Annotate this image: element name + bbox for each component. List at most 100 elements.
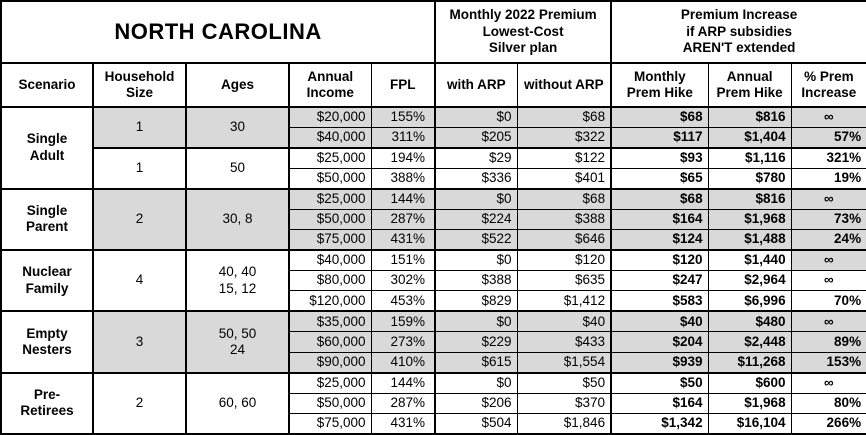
table-title-row: NORTH CAROLINA Monthly 2022 Premium Lowe… <box>0 0 866 64</box>
table-row: $50,000 287% $206 $370 $164 $1,968 80% <box>1 392 866 415</box>
fpl-cell: 155% <box>370 106 436 128</box>
annual-hike-cell: $816 <box>707 106 792 128</box>
table-row: $120,000 453% $829 $1,412 $583 $6,996 70… <box>1 290 866 312</box>
income-cell: $120,000 <box>288 290 372 312</box>
income-cell: $50,000 <box>288 208 372 231</box>
fpl-cell: 287% <box>370 392 436 415</box>
without-arp-cell: $1,412 <box>516 290 612 312</box>
with-arp-cell: $229 <box>434 331 518 353</box>
scenario-cell: Pre- Retirees <box>0 371 94 435</box>
pct-increase-cell: 266% <box>790 413 866 435</box>
col-header-without-arp: without ARP <box>516 62 612 108</box>
col-header-fpl: FPL <box>370 62 436 108</box>
fpl-cell: 388% <box>370 167 436 190</box>
pct-increase-cell: 70% <box>790 290 866 312</box>
fpl-cell: 311% <box>370 126 436 149</box>
household-size-cell: 1 <box>92 106 187 149</box>
monthly-hike-cell: $50 <box>610 371 709 394</box>
monthly-hike-cell: $68 <box>610 106 709 128</box>
premium-group-header: Monthly 2022 Premium Lowest-Cost Silver … <box>434 0 612 64</box>
income-cell: $35,000 <box>288 310 372 333</box>
ages-cell: 30, 8 <box>185 187 290 251</box>
without-arp-cell: $433 <box>516 331 612 353</box>
income-cell: $75,000 <box>288 229 372 251</box>
fpl-cell: 144% <box>370 187 436 210</box>
col-header-with-arp: with ARP <box>434 62 518 108</box>
annual-hike-cell: $2,448 <box>707 331 792 353</box>
fpl-cell: 144% <box>370 371 436 394</box>
household-size-cell: 2 <box>92 187 187 251</box>
pct-increase-cell: ∞ <box>790 371 866 394</box>
income-cell: $25,000 <box>288 371 372 394</box>
table-row: Empty Nesters 3 50, 50 24 $35,000 159% $… <box>0 310 866 374</box>
income-cell: $80,000 <box>288 269 372 292</box>
monthly-hike-cell: $164 <box>610 392 709 415</box>
household-size-cell: 4 <box>92 249 187 312</box>
table-row: Single Adult 1 30 $20,000 155% $0 $68 $6… <box>0 106 866 190</box>
fpl-cell: 287% <box>370 208 436 231</box>
col-header-annual-hike: Annual Prem Hike <box>707 62 792 108</box>
table-row: Nuclear Family 4 40, 40 15, 12 $40,000 1… <box>0 249 866 312</box>
col-header-annual-income: Annual Income <box>288 62 372 108</box>
table-row: $75,000 431% $504 $1,846 $1,342 $16,104 … <box>1 413 866 435</box>
without-arp-cell: $68 <box>516 187 612 210</box>
income-cell: $40,000 <box>288 126 372 149</box>
without-arp-cell: $401 <box>516 167 612 190</box>
with-arp-cell: $0 <box>434 106 518 128</box>
annual-hike-cell: $480 <box>707 310 792 333</box>
table-row: $40,000 311% $205 $322 $117 $1,404 57% <box>1 126 866 149</box>
pct-increase-cell: ∞ <box>790 187 866 210</box>
with-arp-cell: $205 <box>434 126 518 149</box>
without-arp-cell: $120 <box>516 249 612 272</box>
pct-increase-cell: 24% <box>790 229 866 251</box>
monthly-hike-cell: $40 <box>610 310 709 333</box>
with-arp-cell: $336 <box>434 167 518 190</box>
col-header-monthly-hike: Monthly Prem Hike <box>610 62 709 108</box>
increase-group-header: Premium Increase if ARP subsidies AREN'T… <box>610 0 866 64</box>
fpl-cell: 410% <box>370 351 436 374</box>
col-header-pct-increase: % Prem Increase <box>790 62 866 108</box>
state-title: NORTH CAROLINA <box>0 0 436 64</box>
with-arp-cell: $504 <box>434 413 518 435</box>
pct-increase-cell: 73% <box>790 208 866 231</box>
ages-cell: 40, 40 15, 12 <box>185 249 290 312</box>
without-arp-cell: $40 <box>516 310 612 333</box>
pct-increase-cell: ∞ <box>790 310 866 333</box>
income-cell: $60,000 <box>288 331 372 353</box>
household-size-cell: 3 <box>92 310 187 374</box>
with-arp-cell: $0 <box>434 310 518 333</box>
income-cell: $25,000 <box>288 146 372 169</box>
annual-hike-cell: $16,104 <box>707 413 792 435</box>
monthly-hike-cell: $93 <box>610 146 709 169</box>
monthly-hike-cell: $247 <box>610 269 709 292</box>
scenario-cell: Empty Nesters <box>0 310 94 374</box>
scenario-cell: Nuclear Family <box>0 249 94 312</box>
table-row: Pre- Retirees 2 60, 60 $25,000 144% $0 $… <box>0 371 866 435</box>
col-header-household-size: Household Size <box>92 62 187 108</box>
fpl-cell: 431% <box>370 413 436 435</box>
annual-hike-cell: $1,488 <box>707 229 792 251</box>
table-row: 1 50 $25,000 194% $29 $122 $93 $1,116 32… <box>1 146 866 190</box>
with-arp-cell: $29 <box>434 146 518 169</box>
income-cell: $50,000 <box>288 167 372 190</box>
without-arp-cell: $388 <box>516 208 612 231</box>
fpl-cell: 273% <box>370 331 436 353</box>
annual-hike-cell: $780 <box>707 167 792 190</box>
pct-increase-cell: 153% <box>790 351 866 374</box>
monthly-hike-cell: $65 <box>610 167 709 190</box>
monthly-hike-cell: $164 <box>610 208 709 231</box>
table-row: $75,000 431% $522 $646 $124 $1,488 24% <box>1 229 866 251</box>
income-cell: $40,000 <box>288 249 372 272</box>
monthly-hike-cell: $117 <box>610 126 709 149</box>
household-size-cell: 1 <box>92 146 187 190</box>
with-arp-cell: $0 <box>434 371 518 394</box>
pct-increase-cell: 321% <box>790 146 866 169</box>
without-arp-cell: $1,846 <box>516 413 612 435</box>
fpl-cell: 453% <box>370 290 436 312</box>
with-arp-cell: $388 <box>434 269 518 292</box>
with-arp-cell: $0 <box>434 249 518 272</box>
with-arp-cell: $829 <box>434 290 518 312</box>
with-arp-cell: $224 <box>434 208 518 231</box>
ages-cell: 50 <box>185 146 290 190</box>
